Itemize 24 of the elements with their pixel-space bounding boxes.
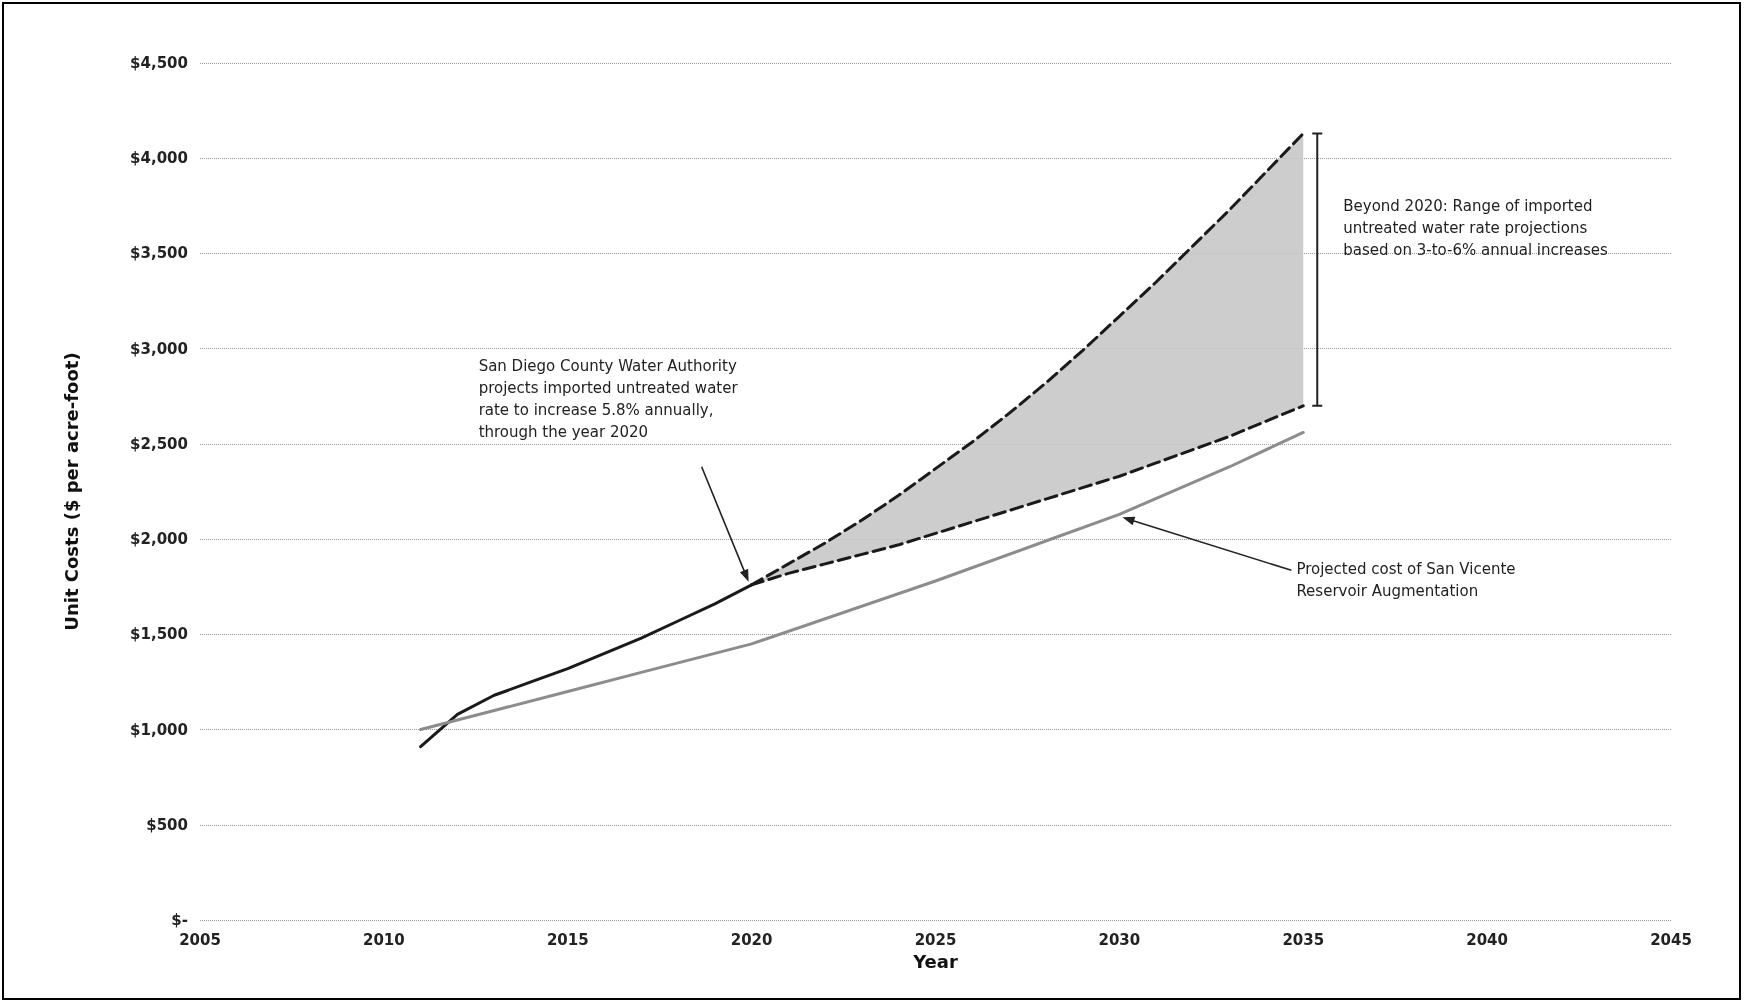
y-axis-title: Unit Costs ($ per acre-foot)	[60, 352, 82, 631]
x-tick-label: 2025	[914, 930, 957, 949]
y-tick-label: $2,500	[130, 434, 188, 453]
x-tick-label: 2040	[1466, 930, 1508, 949]
y-tick-label: $4,500	[130, 54, 188, 72]
y-tick-label: $1,500	[130, 625, 188, 644]
annotation: San Diego County Water Authority projects imported untreated water rate to increase 5.8% annually, through the year 2020	[478, 356, 743, 441]
x-tick-label: 2010	[363, 930, 405, 949]
x-tick-label: 2015	[546, 930, 589, 949]
annotation: Projected cost of San Vicente Reservoir Augmentation	[1296, 560, 1521, 601]
x-tick-label: 2045	[1650, 930, 1692, 949]
y-tick-label: $3,500	[130, 244, 188, 263]
x-tick-label: 2030	[1098, 930, 1141, 949]
y-tick-label: $-	[171, 911, 188, 929]
y-tick-label: $2,000	[130, 530, 188, 549]
x-tick-label: 2020	[730, 930, 773, 949]
annotation: Beyond 2020: Range of imported untreated water rate projections based on 3-to-6% annual increases	[1343, 197, 1609, 260]
x-tick-label: 2035	[1282, 930, 1325, 949]
y-tick-label: $1,000	[130, 720, 188, 739]
y-tick-label: $3,000	[130, 339, 188, 358]
y-tick-label: $4,000	[130, 149, 188, 168]
y-tick-label: $500	[146, 815, 188, 834]
x-axis-title: Year	[912, 950, 958, 972]
x-tick-label: 2005	[179, 930, 221, 949]
